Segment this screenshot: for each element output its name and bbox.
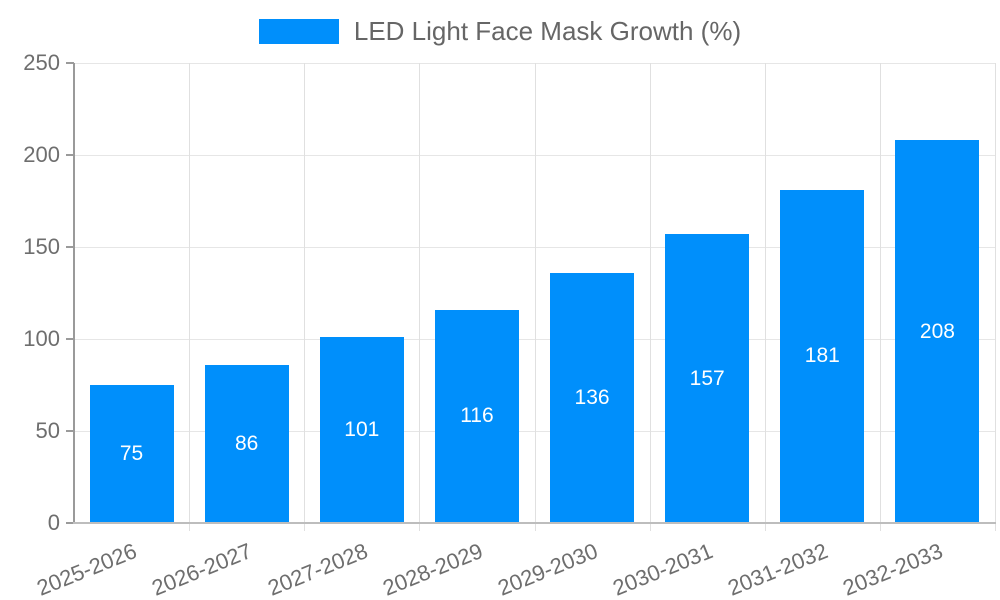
bar[interactable]: 208	[895, 140, 980, 523]
bar[interactable]: 136	[550, 272, 635, 523]
gridline-vertical	[879, 63, 881, 531]
bar[interactable]: 101	[319, 337, 404, 523]
bar[interactable]: 157	[665, 234, 750, 523]
y-axis-tick	[66, 154, 74, 156]
y-axis-line	[73, 63, 75, 523]
bar-value-label: 208	[919, 319, 955, 343]
x-axis-line	[73, 522, 996, 524]
bar[interactable]: 116	[434, 309, 519, 523]
x-tick-label: 2032-2033	[839, 538, 947, 600]
y-tick-label: 50	[35, 418, 60, 443]
y-axis-tick	[66, 522, 74, 524]
y-tick-label: 250	[23, 50, 60, 75]
bar[interactable]: 181	[780, 189, 865, 523]
bar[interactable]: 86	[204, 364, 289, 523]
gridline-vertical	[419, 63, 421, 531]
gridline-vertical	[304, 63, 306, 531]
bar-value-label: 181	[804, 344, 840, 368]
x-tick-label: 2028-2029	[379, 538, 486, 600]
gridline-vertical	[764, 63, 766, 531]
bar-value-label: 136	[574, 385, 610, 409]
x-tick-label: 2030-2031	[609, 538, 717, 600]
x-tick-label: 2027-2028	[263, 538, 371, 600]
x-tick-label: 2029-2030	[494, 538, 602, 600]
x-tick-label: 2031-2032	[724, 538, 832, 600]
y-axis-tick	[66, 338, 74, 340]
gridline-vertical	[995, 63, 996, 531]
y-axis-tick	[66, 430, 74, 432]
y-tick-label: 100	[23, 326, 60, 351]
bar[interactable]: 75	[89, 385, 174, 523]
y-axis-tick	[66, 246, 74, 248]
gridline-vertical	[649, 63, 651, 531]
x-tick-label: 2026-2027	[148, 538, 256, 600]
bar-value-label: 75	[119, 442, 144, 465]
y-tick-label: 200	[23, 142, 60, 167]
legend-label: LED Light Face Mask Growth (%)	[353, 15, 742, 46]
y-axis-tick	[66, 62, 74, 64]
legend-swatch-icon	[258, 18, 339, 44]
bar-value-label: 86	[235, 431, 259, 455]
x-tick-label: 2025-2026	[33, 538, 141, 600]
y-tick-label: 150	[23, 234, 60, 259]
chart-legend[interactable]: LED Light Face Mask Growth (%)	[0, 15, 1000, 46]
bar-value-label: 116	[460, 404, 494, 428]
gridline-vertical	[189, 63, 191, 531]
bar-value-label: 101	[344, 418, 380, 442]
bar-value-label: 157	[689, 366, 725, 390]
y-tick-label: 0	[47, 510, 60, 535]
gridline-vertical	[534, 63, 536, 531]
